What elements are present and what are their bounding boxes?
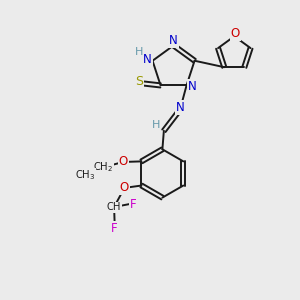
Text: O: O bbox=[118, 155, 128, 169]
Text: N: N bbox=[176, 101, 184, 114]
Text: O: O bbox=[231, 27, 240, 40]
Text: F: F bbox=[130, 198, 136, 211]
Text: CH$_3$: CH$_3$ bbox=[75, 169, 95, 182]
Text: S: S bbox=[135, 74, 143, 88]
Text: N: N bbox=[188, 80, 196, 93]
Text: CH: CH bbox=[107, 202, 121, 212]
Text: N: N bbox=[169, 34, 178, 47]
Text: O: O bbox=[120, 182, 129, 194]
Text: CH$_2$: CH$_2$ bbox=[93, 160, 113, 174]
Text: H: H bbox=[152, 121, 160, 130]
Text: F: F bbox=[111, 222, 118, 235]
Text: N: N bbox=[143, 53, 152, 66]
Text: H: H bbox=[135, 47, 143, 58]
